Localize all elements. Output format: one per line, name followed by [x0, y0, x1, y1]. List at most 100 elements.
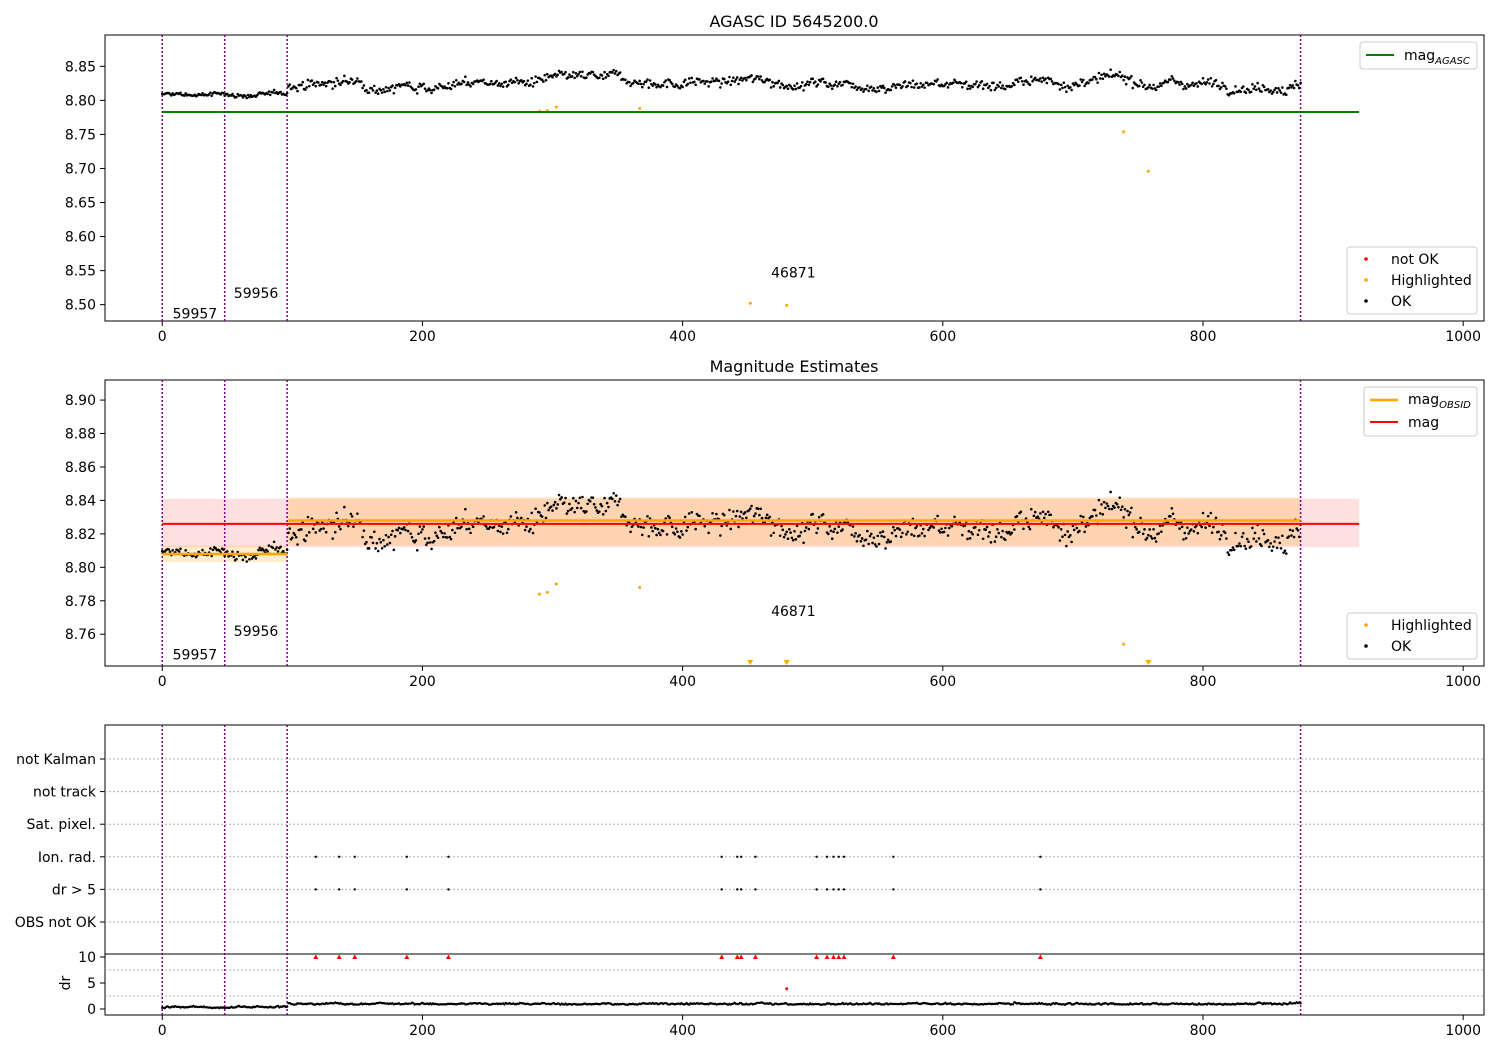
ok-point [1148, 83, 1151, 87]
ok-point [435, 534, 439, 538]
ok-point [1104, 74, 1107, 78]
ok-point [1292, 535, 1296, 539]
x-tick-label: 600 [929, 674, 956, 690]
ok-point [501, 532, 505, 535]
ok-point [294, 535, 298, 539]
ok-point [1007, 530, 1011, 534]
dr-axis-label: dr [58, 975, 74, 990]
ok-point [1095, 514, 1098, 517]
ok-point [599, 502, 602, 506]
ok-point [687, 512, 691, 515]
ok-point [339, 83, 342, 87]
ok-point [640, 533, 644, 537]
ok-point [225, 550, 229, 553]
dr-offscale-marker [445, 954, 451, 959]
ok-point [1128, 76, 1132, 80]
ok-point [1100, 503, 1103, 506]
ok-point [592, 502, 596, 506]
y-tick-label: 8.88 [65, 427, 96, 443]
ok-point [588, 500, 592, 503]
ok-point [967, 529, 971, 533]
ok-point [989, 88, 993, 92]
ok-point [1031, 79, 1034, 83]
ok-point [732, 76, 735, 79]
ok-point [841, 528, 844, 531]
ok-point [452, 80, 455, 84]
x-tick-label: 400 [669, 329, 696, 345]
ok-point [1022, 527, 1025, 531]
y-tick-label: 8.55 [65, 264, 96, 280]
ok-point [732, 510, 735, 513]
ok-point [350, 78, 354, 81]
ok-point [451, 83, 454, 87]
ok-point [756, 75, 760, 78]
ok-point [505, 531, 509, 535]
ok-point [1219, 86, 1223, 89]
ok-point [617, 500, 621, 503]
y-tick-label: 8.80 [65, 560, 96, 576]
ok-point [349, 512, 353, 516]
ok-point [1245, 537, 1249, 541]
ok-point [1158, 82, 1162, 85]
obsid-label: 59956 [234, 286, 279, 302]
ok-point [430, 547, 433, 551]
ok-point [1158, 524, 1162, 528]
ok-point [828, 525, 831, 528]
ok-point [591, 496, 595, 499]
flag-marker [353, 855, 356, 858]
ok-point [798, 534, 802, 538]
ok-point [428, 541, 432, 544]
legend-label: Highlighted [1391, 273, 1472, 289]
ok-point [830, 87, 834, 91]
ok-point [1152, 527, 1155, 531]
ok-point [690, 510, 694, 514]
ok-point [471, 525, 475, 529]
ok-point [651, 529, 654, 533]
ok-point [375, 541, 379, 545]
ok-point [1201, 511, 1205, 515]
ok-point [893, 528, 896, 532]
ok-point [901, 85, 904, 88]
ok-point [568, 502, 571, 506]
x-axis-ticks: 0 200 400 600 800 1000 [158, 1015, 1481, 1039]
flag-marker [1039, 888, 1042, 891]
ok-point [787, 528, 791, 531]
ok-point [291, 87, 294, 90]
ok-point [1061, 86, 1064, 90]
ok-point [451, 528, 454, 532]
ok-point [971, 85, 975, 89]
ok-point [445, 86, 449, 90]
ok-point [343, 74, 346, 78]
ok-point [832, 530, 835, 534]
ok-point [1121, 505, 1124, 508]
ok-point [894, 86, 898, 89]
ok-point [656, 527, 660, 531]
ok-point [194, 555, 198, 559]
dr-offscale-marker [824, 954, 830, 959]
ok-point [1147, 533, 1150, 537]
ok-point [419, 530, 423, 534]
ok-point [1290, 534, 1293, 537]
ok-point [370, 536, 373, 539]
ok-point [803, 529, 807, 533]
ok-point [1204, 526, 1207, 529]
ok-point [209, 547, 212, 550]
ok-point [574, 72, 578, 75]
ok-point [509, 515, 513, 518]
ok-point [1102, 72, 1106, 76]
x-tick-label: 800 [1190, 329, 1217, 345]
ok-point [793, 530, 796, 533]
ok-point [1109, 68, 1112, 71]
ok-point [560, 496, 563, 499]
ok-point [1150, 87, 1154, 90]
ok-point [443, 532, 446, 535]
ok-point [605, 501, 609, 505]
ok-point [601, 77, 605, 81]
ok-point [454, 516, 458, 520]
ok-point [414, 539, 418, 542]
ok-point [1117, 505, 1120, 509]
ok-point [1123, 507, 1127, 511]
ok-point [976, 85, 980, 89]
ok-point [1291, 529, 1295, 532]
ok-point [1145, 536, 1149, 540]
